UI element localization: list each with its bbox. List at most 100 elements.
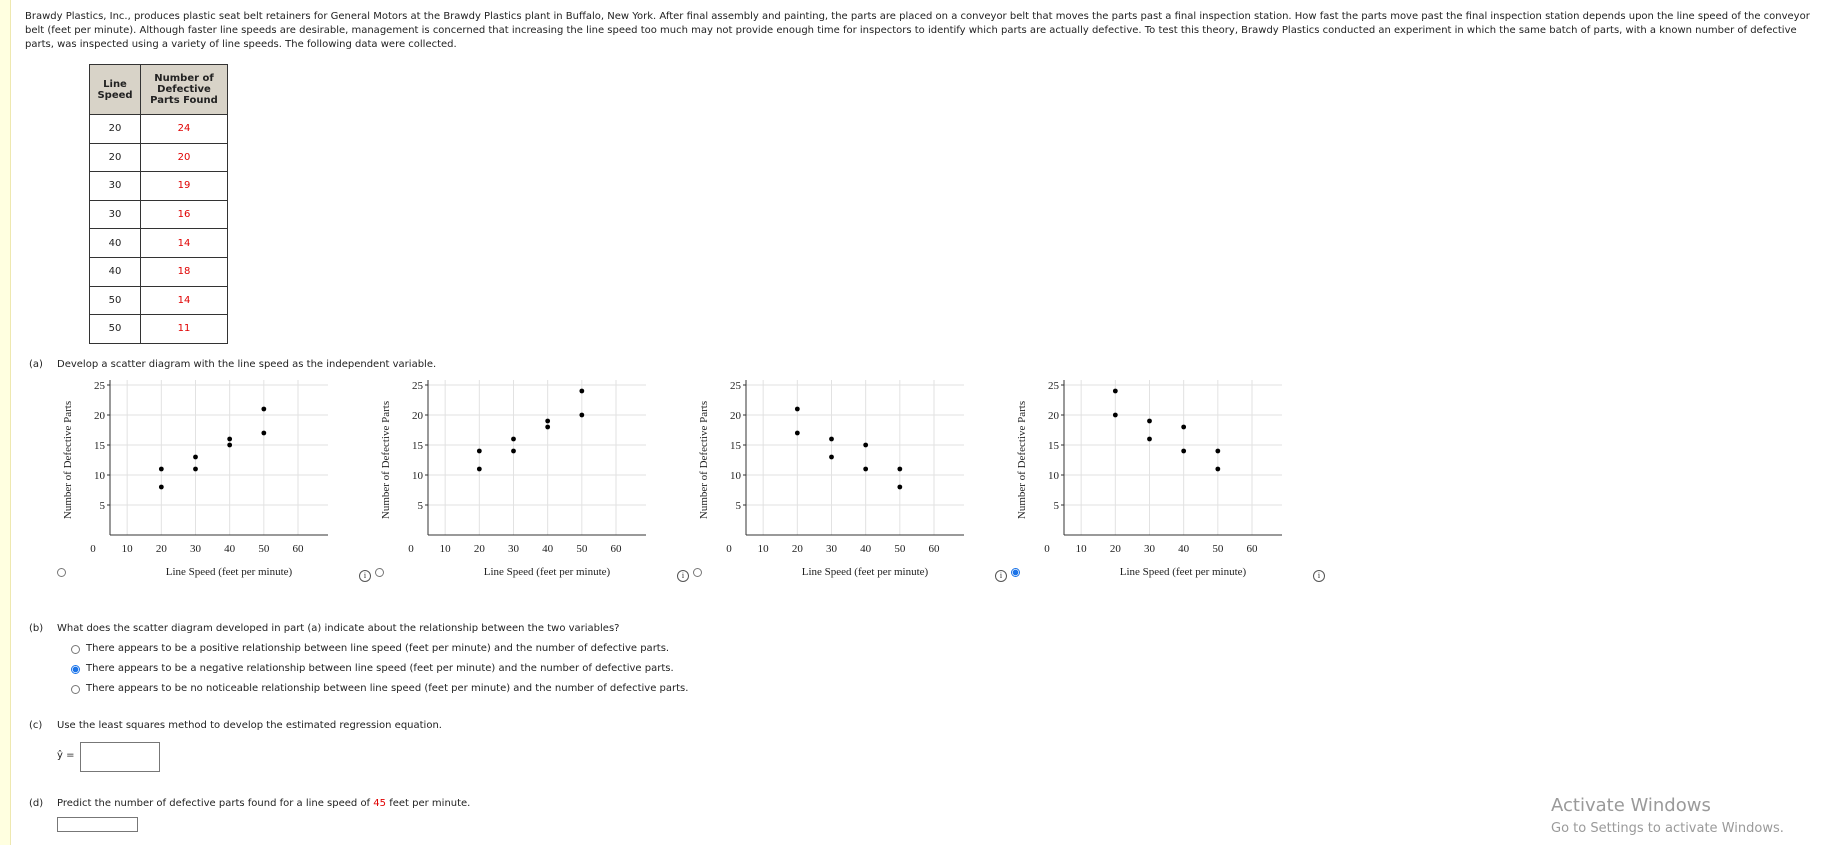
x-tick-label: 0: [90, 543, 96, 555]
x-tick-label: 0: [408, 543, 414, 555]
info-icon[interactable]: i: [1313, 570, 1325, 582]
y-tick-label: 25: [730, 380, 742, 392]
x-tick-label: 50: [1212, 543, 1224, 555]
option-radio[interactable]: [71, 645, 80, 654]
x-tick-label: 50: [576, 543, 588, 555]
data-point: [1147, 418, 1152, 424]
data-point: [158, 466, 164, 472]
x-tick-label: 10: [1076, 543, 1088, 555]
data-point: [476, 466, 482, 472]
defective-cell: 16: [140, 199, 228, 230]
chart-radio[interactable]: [1011, 568, 1020, 577]
data-table: Line Speed Number of Defective Parts Fou…: [89, 64, 228, 344]
watermark-title: Activate Windows: [1551, 795, 1711, 816]
part-label: (a): [29, 359, 43, 370]
x-axis-label: Line Speed (feet per minute): [166, 566, 293, 578]
x-tick-label: 10: [440, 543, 452, 555]
data-point: [511, 436, 516, 442]
data-point: [579, 388, 585, 394]
x-tick-label: 0: [726, 543, 732, 555]
y-tick-label: 20: [1048, 410, 1060, 422]
x-axis-label: Line Speed (feet per minute): [802, 566, 929, 578]
data-point: [511, 448, 516, 454]
line-speed-cell: 30: [89, 171, 141, 201]
info-icon[interactable]: i: [677, 570, 689, 582]
part-c-prompt: Use the least squares method to develop …: [57, 720, 442, 731]
x-tick-label: 20: [156, 543, 168, 555]
speed-value: 45: [373, 798, 387, 809]
x-tick-label: 30: [190, 543, 202, 555]
table-row: 20 24: [89, 114, 228, 144]
defective-cell: 19: [140, 171, 228, 201]
x-tick-label: 40: [860, 543, 872, 555]
chart-radio[interactable]: [693, 568, 702, 577]
data-point: [158, 484, 164, 490]
info-icon[interactable]: i: [359, 570, 371, 582]
data-point: [829, 454, 834, 460]
y-tick-label: 25: [1048, 380, 1060, 392]
chart-radio[interactable]: [57, 568, 66, 577]
y-tick-label: 25: [412, 380, 424, 392]
data-point: [1112, 412, 1118, 418]
table-header: Number of Defective Parts Found: [140, 64, 228, 115]
chart-radio[interactable]: [375, 568, 384, 577]
y-axis-label: Number of Defective Parts: [380, 401, 392, 519]
y-tick-label: 5: [418, 500, 424, 512]
answer-input[interactable]: [57, 817, 138, 832]
data-point: [794, 406, 800, 412]
data-point: [476, 448, 482, 454]
data-point: [863, 442, 869, 448]
x-axis-label: Line Speed (feet per minute): [1120, 566, 1247, 578]
info-icon[interactable]: i: [995, 570, 1007, 582]
watermark-subtitle: Go to Settings to activate Windows.: [1551, 821, 1784, 836]
y-tick-label: 10: [730, 470, 742, 482]
y-tick-label: 20: [412, 410, 424, 422]
side-strip: [0, 0, 11, 845]
data-point: [261, 406, 267, 412]
x-tick-label: 10: [758, 543, 770, 555]
defective-cell: 11: [140, 314, 228, 344]
data-point: [897, 466, 903, 472]
y-tick-label: 15: [730, 440, 742, 452]
data-point: [863, 466, 869, 472]
table-row: 50 11: [89, 314, 228, 344]
defective-cell: 14: [140, 285, 228, 316]
option-radio[interactable]: [71, 685, 80, 694]
y-tick-label: 5: [100, 500, 106, 512]
answer-label: ŷ =: [57, 750, 75, 761]
option-radio[interactable]: [71, 665, 80, 674]
line-speed-cell: 50: [89, 314, 141, 344]
data-point: [1181, 424, 1187, 430]
table-row: 50 14: [89, 285, 228, 316]
part-label: (b): [29, 623, 44, 634]
data-point: [1147, 436, 1152, 442]
line-speed-cell: 20: [89, 114, 141, 144]
intro-text: Brawdy Plastics, Inc., produces plastic …: [25, 11, 1810, 50]
y-tick-label: 15: [412, 440, 424, 452]
data-point: [261, 430, 267, 436]
y-tick-label: 15: [94, 440, 106, 452]
data-point: [193, 466, 198, 472]
table-row: 30 19: [89, 171, 228, 201]
answer-input[interactable]: [80, 742, 160, 772]
option-text: There appears to be a positive relations…: [86, 643, 670, 654]
x-tick-label: 40: [224, 543, 236, 555]
x-tick-label: 30: [826, 543, 838, 555]
data-point: [1215, 448, 1221, 454]
scatter-chart: 5 10 15 20 25 0 10 20 30 40 50 60 Number of Defectiv…: [380, 380, 646, 578]
line-speed-cell: 50: [89, 285, 141, 316]
data-point: [227, 436, 233, 442]
y-tick-label: 10: [1048, 470, 1060, 482]
x-tick-label: 30: [1144, 543, 1156, 555]
line-speed-cell: 40: [89, 256, 141, 287]
table-row: 20 20: [89, 142, 228, 173]
table-header: Line Speed: [89, 64, 141, 115]
part-label: (c): [29, 720, 43, 731]
table-row: 40 18: [89, 256, 228, 287]
y-tick-label: 5: [1054, 500, 1060, 512]
defective-cell: 24: [140, 114, 228, 144]
x-tick-label: 50: [258, 543, 270, 555]
option-text: There appears to be no noticeable relati…: [86, 683, 689, 694]
data-point: [794, 430, 800, 436]
